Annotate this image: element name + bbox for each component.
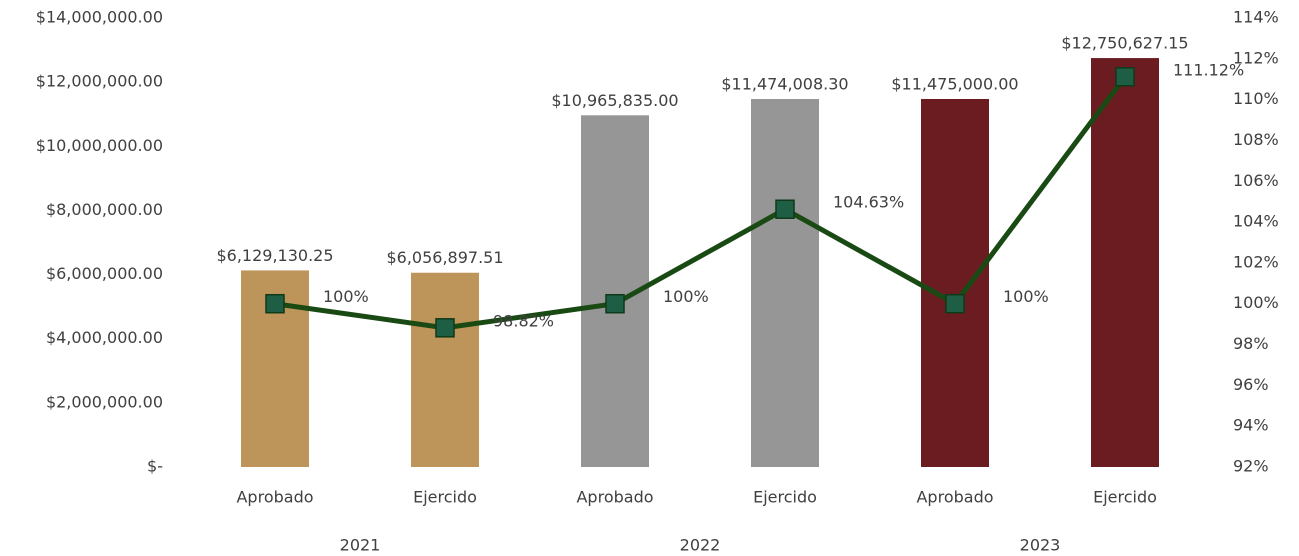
y2-tick-label: 110% [1233, 89, 1279, 108]
y2-tick-label: 106% [1233, 171, 1279, 190]
x-tick-label: Ejercido [413, 488, 477, 507]
bar [1091, 58, 1159, 467]
line-marker [945, 293, 965, 314]
y-tick-label: $8,000,000.00 [46, 200, 163, 219]
line-marker [775, 199, 795, 219]
line-value-label: 100% [663, 287, 709, 306]
bar [411, 272, 479, 467]
bar [921, 98, 989, 468]
x-tick-label: Aprobado [916, 488, 993, 507]
line-marker [605, 293, 625, 314]
line-value-label: 98.82% [493, 311, 554, 330]
bar-value-label: $6,129,130.25 [216, 246, 333, 265]
line-marker [1115, 67, 1135, 87]
line-value-label: 100% [323, 287, 369, 306]
x-tick-label: Ejercido [753, 488, 817, 507]
y-tick-label: $6,000,000.00 [46, 264, 163, 283]
bar-value-label: $11,474,008.30 [721, 75, 848, 94]
y2-tick-label: 94% [1233, 416, 1269, 435]
line [274, 75, 1128, 331]
y-tick-label: $10,000,000.00 [36, 136, 163, 155]
y2-tick-label: 100% [1233, 293, 1279, 312]
line-marker [435, 318, 455, 338]
y2-tick-label: 114% [1233, 8, 1279, 27]
line-value-label: 100% [1003, 287, 1049, 306]
bar-value-label: $6,056,897.51 [386, 248, 503, 267]
line-value-label: 104.63% [833, 193, 904, 212]
y-tick-label: $12,000,000.00 [36, 72, 163, 91]
bar [751, 99, 819, 468]
y2-tick-label: 92% [1233, 457, 1269, 476]
bar-value-label: $11,475,000.00 [891, 74, 1018, 93]
y-tick-label: $14,000,000.00 [36, 8, 163, 27]
y2-tick-label: 102% [1233, 252, 1279, 271]
y-tick-label: $- [147, 457, 163, 476]
line-marker [265, 293, 285, 314]
x-tick-label: Ejercido [1093, 488, 1157, 507]
line-value-label: 111.12% [1173, 60, 1244, 79]
bar-value-label: $12,750,627.15 [1061, 34, 1188, 53]
y2-tick-label: 96% [1233, 375, 1269, 394]
y-tick-label: $2,000,000.00 [46, 392, 163, 411]
y2-tick-label: 104% [1233, 212, 1279, 231]
x-group-label: 2022 [680, 536, 721, 555]
x-tick-label: Aprobado [576, 488, 653, 507]
x-group-label: 2023 [1020, 536, 1061, 555]
x-tick-label: Aprobado [236, 488, 313, 507]
x-group-label: 2021 [340, 536, 381, 555]
y2-tick-label: 108% [1233, 130, 1279, 149]
y-tick-label: $4,000,000.00 [46, 328, 163, 347]
bar-value-label: $10,965,835.00 [551, 91, 678, 110]
y2-tick-label: 98% [1233, 334, 1269, 353]
y2-tick-label: 112% [1233, 48, 1279, 67]
